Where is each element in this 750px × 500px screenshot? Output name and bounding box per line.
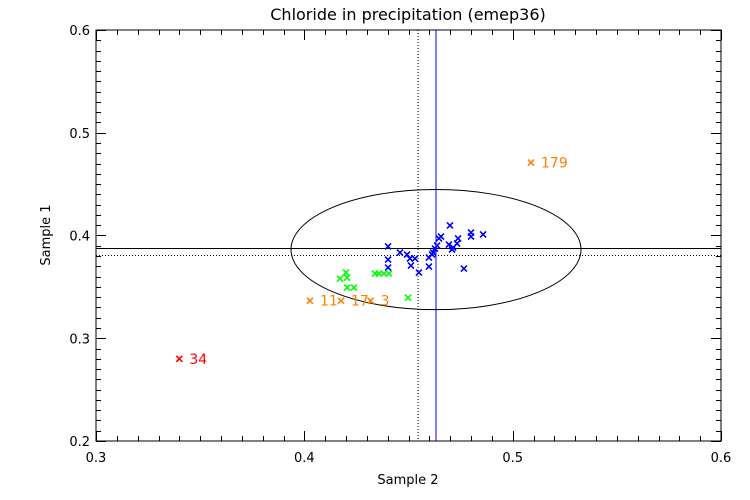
y-tick-label: 0.5: [69, 127, 90, 142]
data-point: [415, 269, 423, 277]
outlier-label: 11: [320, 294, 338, 310]
outlier-point: [337, 297, 345, 305]
plot-frame: [95, 29, 722, 442]
data-point: [454, 234, 462, 243]
data-point: [425, 262, 433, 271]
data-point: [350, 284, 358, 292]
x-tick-label: 0.6: [711, 451, 732, 466]
data-point: [445, 240, 453, 249]
y-tick-label: 0.6: [69, 24, 90, 39]
data-point: [435, 234, 443, 243]
data-point: [425, 254, 433, 262]
y-tick-label: 0.4: [69, 230, 90, 245]
data-point: [411, 254, 419, 263]
data-point: [446, 221, 454, 229]
data-point: [404, 294, 412, 302]
outlier-label: 17: [351, 294, 369, 310]
outlier-label: 179: [541, 156, 568, 172]
outlier-point: [367, 297, 375, 305]
data-point: [396, 248, 404, 257]
y-tick-label: 0.2: [69, 435, 90, 450]
outlier-label: 34: [189, 352, 207, 368]
outlier-point: [527, 158, 535, 167]
data-point: [342, 269, 350, 277]
data-point: [384, 255, 392, 264]
data-point: [407, 262, 415, 270]
data-point: [384, 263, 392, 272]
data-point: [467, 232, 475, 241]
data-point: [385, 270, 393, 278]
data-point: [343, 274, 351, 282]
outlier-point: [175, 355, 183, 363]
data-point: [384, 242, 392, 251]
data-point: [479, 230, 487, 239]
y-tick-label: 0.3: [69, 332, 90, 347]
x-axis-label: Sample 2: [377, 473, 438, 488]
y-axis-label: Sample 1: [39, 204, 54, 265]
data-point: [448, 246, 456, 254]
outlier-label: 3: [381, 294, 390, 310]
confidence-ellipse: [290, 188, 582, 311]
data-point: [460, 265, 468, 273]
x-tick-label: 0.4: [294, 451, 315, 466]
data-point: [336, 275, 344, 283]
x-tick-label: 0.3: [86, 451, 107, 466]
data-point: [431, 244, 439, 253]
chart-title: Chloride in precipitation (emep36): [270, 5, 545, 24]
data-point: [343, 284, 351, 292]
x-tick-label: 0.5: [502, 451, 523, 466]
outlier-point: [306, 297, 314, 305]
